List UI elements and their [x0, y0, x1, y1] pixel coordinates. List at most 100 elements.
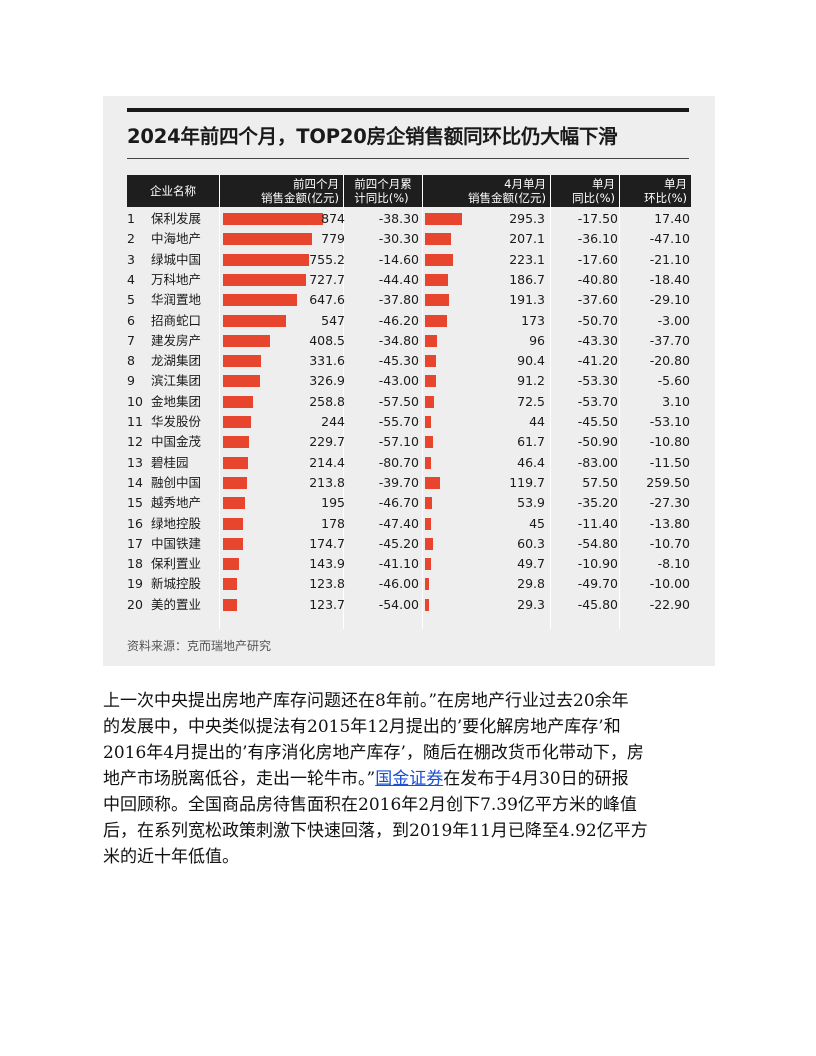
header-sales-apr: 4月单月 销售金额(亿元) [423, 175, 550, 207]
chart-figure: 2024年前四个月，TOP20房企销售额同环比仍大幅下滑 企业名称 前四个月 销售… [103, 96, 715, 666]
mom-apr-value: -37.70 [649, 332, 690, 348]
table-row: 6 招商蛇口 547 -46.20 173 -50.70 -3.00 [127, 311, 691, 331]
table-row: 13 碧桂园 214.4 -80.70 46.4 -83.00 -11.50 [127, 453, 691, 473]
yoy-apr-value: -45.80 [577, 596, 618, 612]
sales-4m-value: 755.2 [309, 251, 345, 267]
article-line: 的发展中，中央类似提法有2015年12月提出的’要化解房地产库存’和 [103, 717, 621, 737]
rank-cell: 19 [127, 576, 143, 592]
table-row: 17 中国铁建 174.7 -45.20 60.3 -54.80 -10.70 [127, 534, 691, 554]
table-row: 1 保利发展 874 -38.30 295.3 -17.50 17.40 [127, 209, 691, 229]
sales-4m-value: 647.6 [309, 292, 345, 308]
yoy-apr-value: -37.60 [577, 292, 618, 308]
sales-4m-bar [223, 456, 248, 469]
sales-4m-bar [223, 213, 323, 225]
yoy-apr-value: -10.90 [577, 556, 618, 572]
sales-4m-bar [223, 273, 307, 286]
sales-apr-value: 295.3 [509, 211, 545, 226]
rank-cell: 13 [127, 454, 143, 470]
sales-apr-bar [425, 436, 433, 449]
sales-apr-bar [425, 314, 447, 327]
sales-apr-bar [425, 213, 462, 225]
rank-cell: 4 [127, 271, 135, 287]
column-divider [619, 175, 620, 629]
sales-4m-bar [223, 598, 238, 611]
sales-apr-bar [425, 395, 435, 408]
mom-apr-value: -29.10 [649, 292, 690, 308]
sales-apr-value: 49.7 [517, 556, 545, 572]
table-row: 2 中海地产 779 -30.30 207.1 -36.10 -47.10 [127, 229, 691, 249]
sales-4m-bar [223, 476, 248, 489]
sales-apr-bar [425, 517, 431, 530]
mom-apr-value: -11.50 [649, 454, 690, 470]
figure-title: 2024年前四个月，TOP20房企销售额同环比仍大幅下滑 [127, 125, 618, 148]
sales-apr-bar [425, 334, 438, 347]
mom-apr-value: -20.80 [649, 353, 690, 369]
mom-apr-value: -22.90 [649, 596, 690, 612]
table-row: 16 绿地控股 178 -47.40 45 -11.40 -13.80 [127, 514, 691, 534]
yoy-apr-value: -50.70 [577, 312, 618, 328]
sales-apr-value: 207.1 [509, 231, 545, 247]
yoy-4m-value: -44.40 [378, 271, 419, 287]
rank-cell: 15 [127, 495, 143, 511]
yoy-4m-value: -80.70 [378, 454, 419, 470]
sales-4m-value: 195 [321, 495, 345, 511]
mom-apr-value: -27.30 [649, 495, 690, 511]
yoy-apr-value: -40.80 [577, 271, 618, 287]
header-sales-4m: 前四个月 销售金额(亿元) [220, 175, 343, 207]
article-line: 后，在系列宽松政策刺激下快速回落，到2019年11月已降至4.92亿平方 [103, 821, 648, 841]
company-name-cell: 万科地产 [151, 271, 202, 287]
sales-4m-value: 727.7 [309, 271, 345, 287]
sales-4m-bar [223, 355, 261, 368]
sales-apr-bar [425, 558, 432, 571]
article-line: 2016年4月提出的’有序消化房地产库存’，随后在棚改货币化带动下，房 [103, 743, 644, 763]
yoy-apr-value: -53.30 [577, 373, 618, 389]
article-line: 米的近十年低值。 [103, 847, 239, 867]
title-bottom-rule [127, 158, 689, 159]
yoy-4m-value: -46.00 [378, 576, 419, 592]
guojin-securities-link[interactable]: 国金证券 [375, 769, 444, 789]
mom-apr-value: -3.00 [657, 312, 690, 328]
sales-4m-value: 213.8 [309, 474, 345, 490]
sales-4m-value: 408.5 [309, 332, 345, 348]
company-name-cell: 金地集团 [151, 393, 202, 409]
sales-4m-value: 326.9 [309, 373, 345, 389]
table-row: 19 新城控股 123.8 -46.00 29.8 -49.70 -10.00 [127, 574, 691, 594]
yoy-4m-value: -55.70 [378, 414, 419, 429]
yoy-4m-value: -38.30 [378, 211, 419, 226]
yoy-apr-value: -54.80 [577, 535, 618, 551]
yoy-apr-value: -49.70 [577, 576, 618, 592]
sales-4m-bar [223, 233, 313, 246]
sales-apr-value: 44 [529, 414, 545, 429]
sales-4m-bar [223, 395, 253, 408]
sales-apr-value: 186.7 [509, 271, 545, 287]
sales-4m-bar [223, 497, 246, 510]
sales-4m-value: 229.7 [309, 434, 345, 450]
yoy-4m-value: -45.20 [378, 535, 419, 551]
sales-4m-value: 779 [321, 231, 345, 247]
article-text: 地产市场脱离低谷，走出一轮牛市。” [103, 769, 376, 789]
mom-apr-value: -10.00 [649, 576, 690, 592]
company-name-cell: 招商蛇口 [151, 312, 202, 328]
company-name-cell: 保利置业 [151, 556, 202, 572]
rank-cell: 8 [127, 353, 135, 369]
mom-apr-value: -10.80 [649, 434, 690, 450]
article-paragraph: 上一次中央提出房地产库存问题还在8年前。”在房地产行业过去20余年 的发展中，中… [103, 688, 715, 870]
company-name-cell: 保利发展 [151, 211, 202, 226]
sales-4m-value: 143.9 [309, 556, 345, 572]
mom-apr-value: 3.10 [662, 393, 690, 409]
company-name-cell: 华润置地 [151, 292, 202, 308]
yoy-4m-value: -57.50 [378, 393, 419, 409]
yoy-apr-value: 57.50 [582, 474, 618, 490]
yoy-apr-value: -17.60 [577, 251, 618, 267]
sales-apr-value: 96 [529, 332, 545, 348]
yoy-4m-value: -57.10 [378, 434, 419, 450]
table-row: 14 融创中国 213.8 -39.70 119.7 57.50 259.50 [127, 473, 691, 493]
mom-apr-value: -8.10 [657, 556, 690, 572]
sales-apr-bar [425, 273, 449, 286]
article-line: 中回顾称。全国商品房待售面积在2016年2月创下7.39亿平方米的峰值 [103, 795, 637, 815]
yoy-4m-value: -54.00 [378, 596, 419, 612]
header-yoy-4m: 前四个月累 计同比(%) [344, 175, 422, 207]
yoy-4m-value: -46.20 [378, 312, 419, 328]
yoy-4m-value: -45.30 [378, 353, 419, 369]
sales-apr-bar [425, 456, 431, 469]
